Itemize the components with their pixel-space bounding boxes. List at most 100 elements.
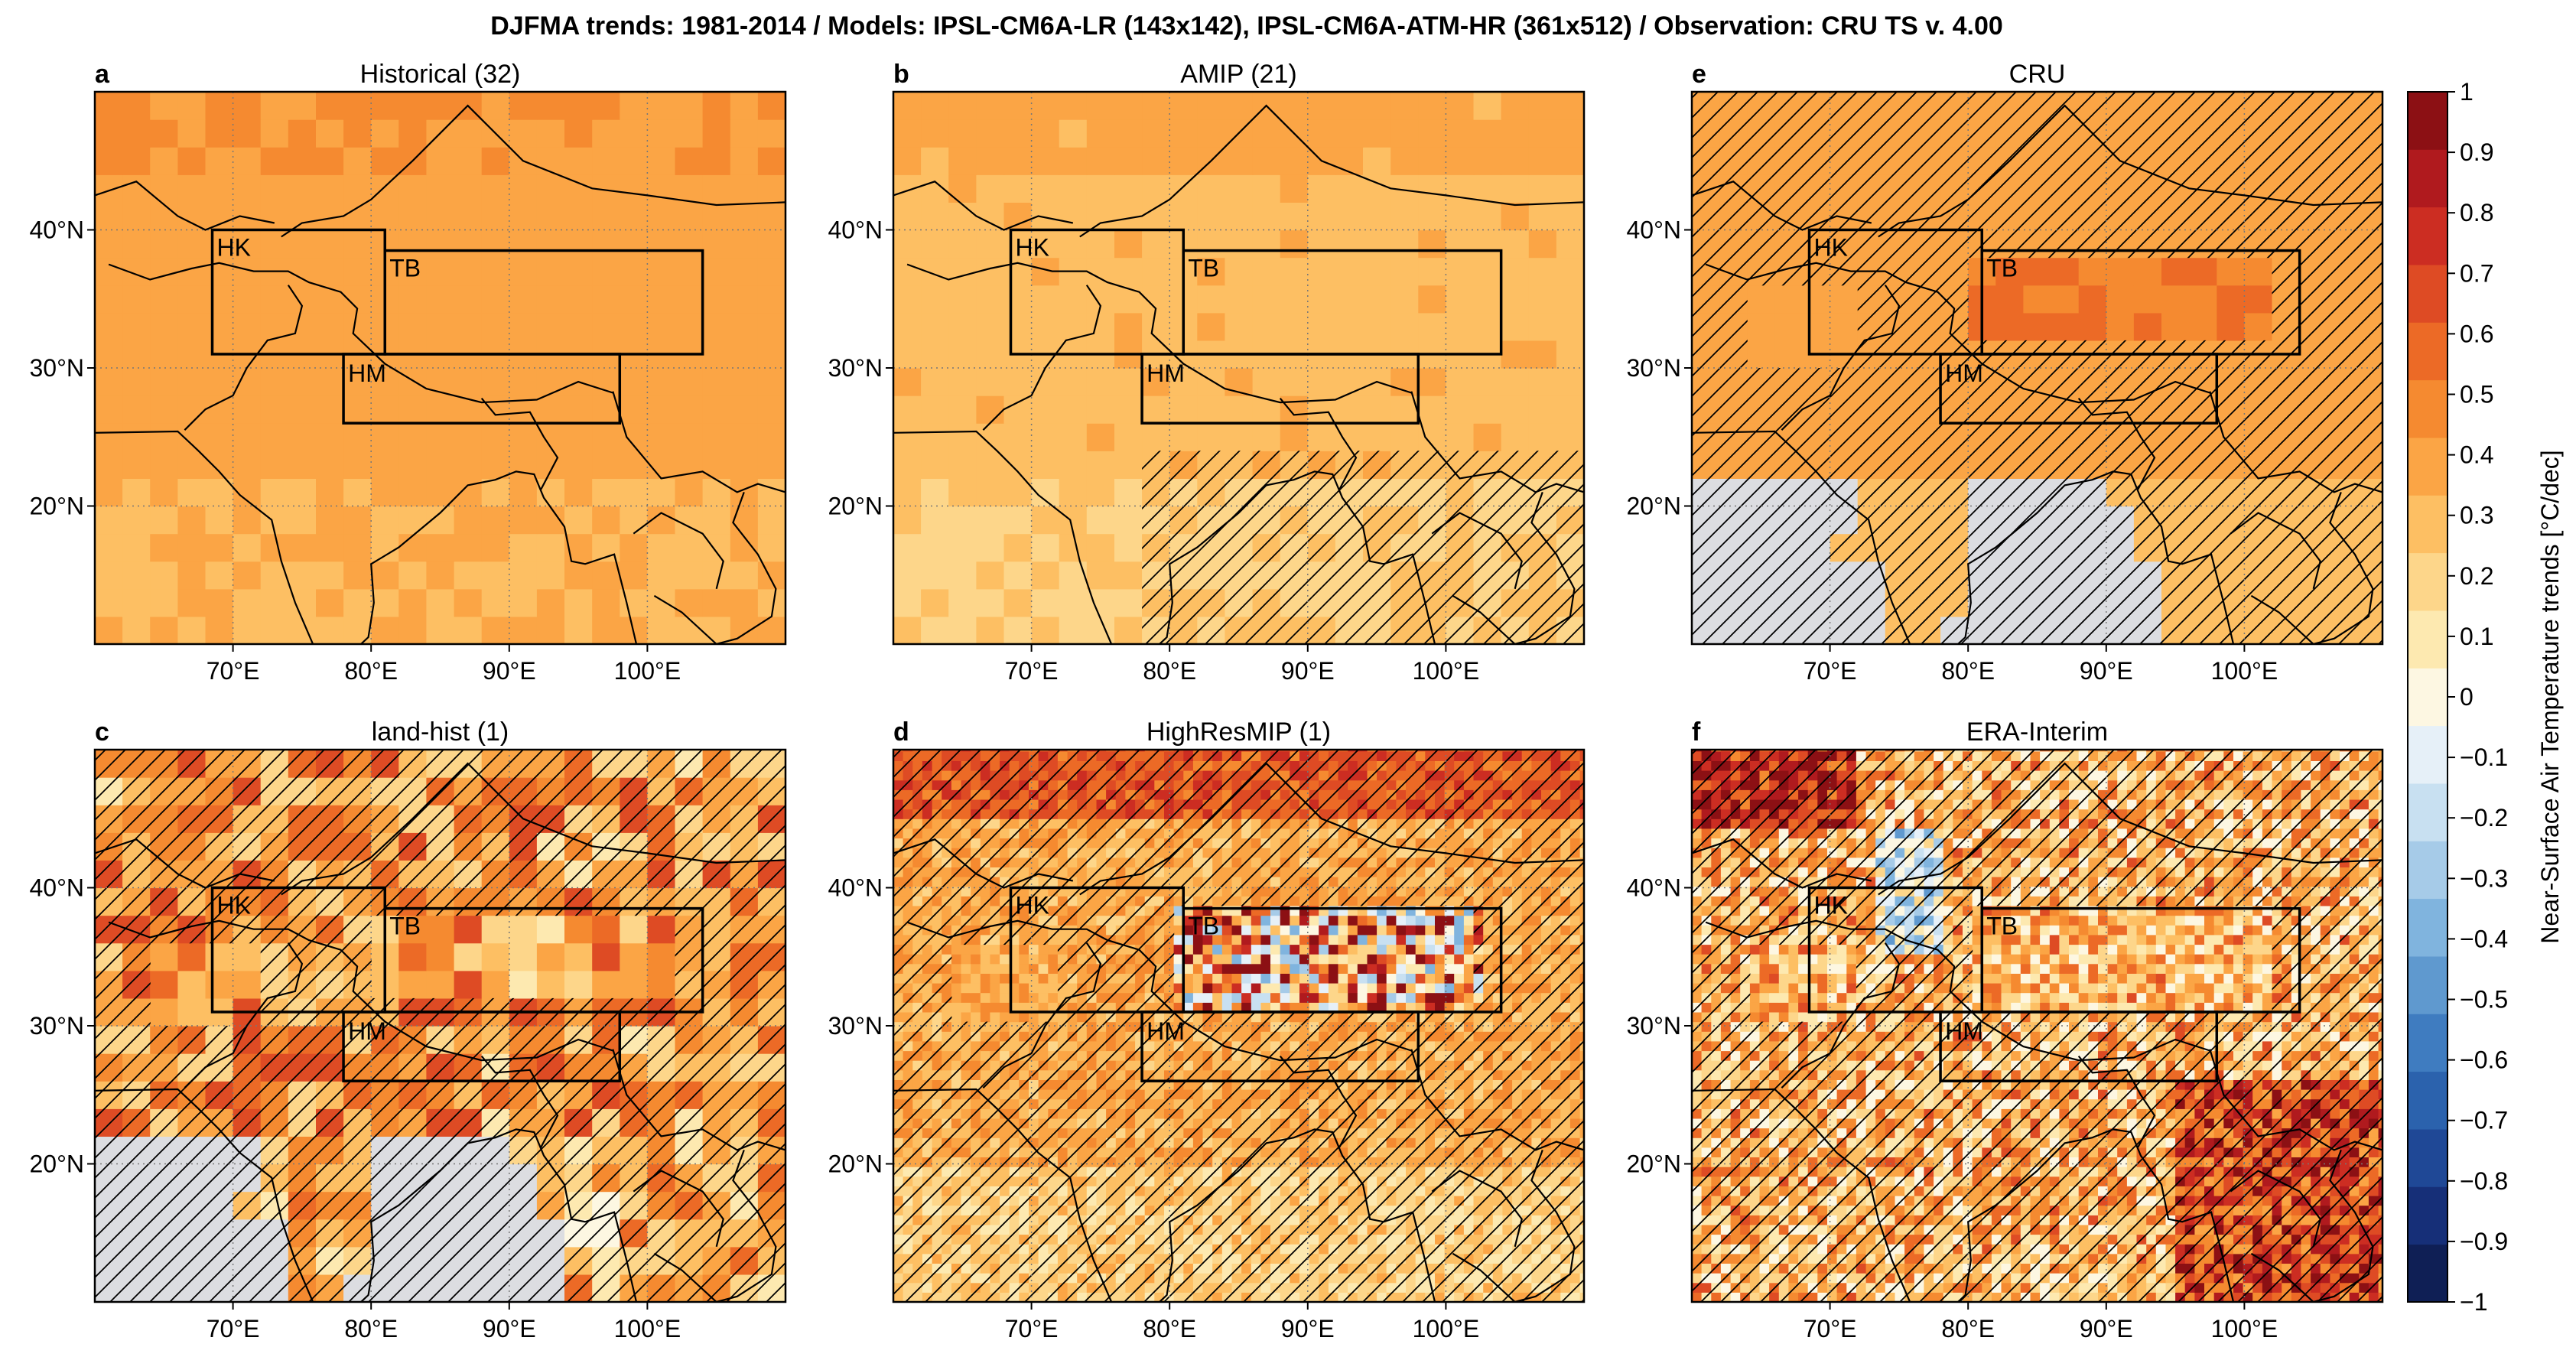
colorbar-tick-label: −0.6 [2460, 1046, 2508, 1074]
panel-title: HighResMIP (1) [1147, 718, 1331, 747]
significance-hatching [1692, 92, 2382, 644]
graticule [1692, 750, 2382, 1302]
colorbar-swatch [2408, 1129, 2448, 1187]
region-box-hm [342, 353, 622, 425]
panel-title: CRU [2009, 60, 2066, 89]
lat-tick-label: 30°N [828, 1012, 883, 1040]
significance-hatching [95, 750, 785, 1302]
graticule [893, 92, 1584, 644]
region-label-tb: TB [1188, 255, 1219, 282]
figure-suptitle: DJFMA trends: 1981-2014 / Models: IPSL-C… [490, 11, 2003, 41]
lon-tick-label: 70°E [207, 657, 260, 685]
colorbar-swatch [2408, 610, 2448, 669]
graticule [95, 92, 785, 644]
lon-tick-label: 100°E [2211, 657, 2278, 685]
region-label-tb: TB [389, 255, 421, 282]
lon-tick-label: 80°E [344, 1315, 398, 1342]
lon-tick-label: 100°E [1413, 657, 1480, 685]
lat-tick-label: 40°N [1627, 216, 1682, 244]
coastlines [893, 762, 1584, 1302]
lat-tick-label: 40°N [30, 874, 85, 902]
colorbar-swatch [2408, 725, 2448, 784]
region-label-hk: HK [1016, 234, 1049, 262]
panel-letter: b [893, 60, 909, 89]
significance-hatching [893, 750, 1584, 1302]
region-label-tb: TB [1188, 913, 1219, 940]
region-label-hm: HM [1147, 360, 1185, 387]
colorbar-swatch [2408, 207, 2448, 265]
map-panel-f: HK TB HM 70°E 80°E 90°E 100°E 20°N 30°N 40°N f ERA-… [1627, 718, 2384, 1342]
panel-letter: e [1692, 60, 1706, 89]
lon-tick-label: 90°E [2080, 1315, 2133, 1342]
colorbar-swatch [2408, 149, 2448, 208]
lat-tick-label: 20°N [828, 1150, 883, 1178]
colorbar-tick-label: 0.9 [2460, 138, 2493, 166]
map-panel-c: HK TB HM 70°E 80°E 90°E 100°E 20°N 30°N 40°N c land… [30, 718, 787, 1342]
region-label-hm: HM [348, 1017, 386, 1045]
lat-tick-label: 40°N [1627, 874, 1682, 902]
colorbar-tick-label: 0.7 [2460, 259, 2493, 287]
lon-tick-label: 70°E [1804, 657, 1857, 685]
colorbar-swatch [2408, 783, 2448, 841]
lon-tick-label: 70°E [207, 1315, 260, 1342]
colorbar-swatch [2408, 552, 2448, 611]
colorbar-label: Near-Surface Air Temperature trends [°C/… [2536, 450, 2564, 943]
significance-hatching [1142, 451, 1584, 644]
colorbar-tick-label: −0.2 [2460, 804, 2508, 831]
region-label-hm: HM [1945, 1017, 1983, 1045]
lat-tick-label: 40°N [30, 216, 85, 244]
colorbar-swatch [2408, 1186, 2448, 1245]
colorbar-tick-label: −0.8 [2460, 1167, 2508, 1195]
lat-tick-label: 30°N [30, 1012, 85, 1040]
colorbar-tick-label: 0.3 [2460, 502, 2493, 529]
colorbar-swatch [2408, 495, 2448, 554]
colorbar-swatch [2408, 1071, 2448, 1130]
colorbar-tick-label: −0.3 [2460, 864, 2508, 892]
colorbar-swatch [2408, 322, 2448, 381]
region-box-hm [1140, 1010, 1420, 1082]
colorbar-swatch [2408, 379, 2448, 438]
lat-tick-label: 20°N [30, 1150, 85, 1178]
lat-tick-label: 30°N [828, 354, 883, 382]
panel-title: Historical (32) [360, 60, 521, 89]
colorbar-tick-label: 0.4 [2460, 441, 2493, 469]
colorbar-tick-label: −0.9 [2460, 1228, 2508, 1255]
region-label-tb: TB [1986, 913, 2018, 940]
colorbar-swatch [2408, 668, 2448, 727]
lon-tick-label: 100°E [614, 657, 681, 685]
region-label-tb: TB [389, 913, 421, 940]
region-label-hk: HK [1814, 234, 1848, 262]
colorbar-swatch [2408, 956, 2448, 1014]
colorbar-swatch [2408, 1244, 2448, 1303]
colorbar-swatch [2408, 841, 2448, 900]
lon-tick-label: 80°E [1941, 1315, 1995, 1342]
lat-tick-label: 30°N [30, 354, 85, 382]
lat-tick-label: 40°N [828, 874, 883, 902]
graticule [1692, 92, 2382, 644]
panel-letter: d [893, 718, 909, 747]
coastlines [95, 762, 785, 1302]
lon-tick-label: 100°E [2211, 1315, 2278, 1342]
panel-title: AMIP (21) [1180, 60, 1296, 89]
colorbar-swatch [2408, 1014, 2448, 1072]
lon-tick-label: 80°E [1143, 657, 1196, 685]
region-label-tb: TB [1986, 255, 2018, 282]
lon-tick-label: 80°E [1143, 1315, 1196, 1342]
colorbar-tick-label: −0.7 [2460, 1107, 2508, 1134]
colorbar: 1 0.9 0.8 0.7 0.6 0.5 0.4 0.3 0.2 0.1 0 −0.1 −0.2 −0.… [2407, 78, 2564, 1316]
region-box-hm [1939, 1010, 2219, 1082]
graticule [893, 750, 1584, 1302]
region-label-hk: HK [1814, 892, 1848, 919]
lon-tick-label: 100°E [614, 1315, 681, 1342]
colorbar-tick-label: −0.4 [2460, 925, 2508, 952]
lon-tick-label: 90°E [1281, 657, 1335, 685]
region-label-hk: HK [217, 892, 251, 919]
colorbar-tick-label: 0.5 [2460, 381, 2493, 408]
lat-tick-label: 30°N [1627, 1012, 1682, 1040]
map-panel-b: HK TB HM 70°E 80°E 90°E 100°E 20°N 30°N 40°N b AMIP… [828, 60, 1586, 685]
region-label-hm: HM [1147, 1017, 1185, 1045]
colorbar-swatch [2408, 438, 2448, 496]
colorbar-swatch [2408, 92, 2448, 150]
lat-tick-label: 20°N [1627, 493, 1682, 520]
